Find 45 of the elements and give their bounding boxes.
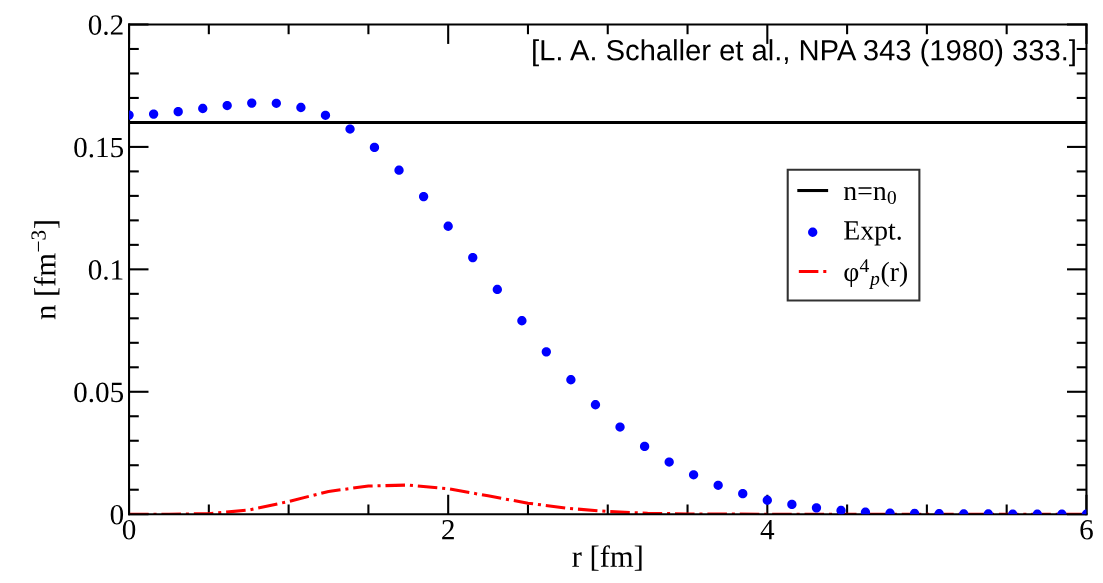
legend-label: Expt. (844, 221, 901, 246)
x-tick-label: 6 (1080, 519, 1093, 540)
point (762, 495, 772, 505)
point (394, 165, 404, 175)
x-tick-label: 2 (442, 519, 454, 540)
legend-label: φ$^{4}$$_{p}$(r) (844, 259, 907, 290)
point (517, 316, 527, 326)
y-tick-label: 0.1 (88, 260, 123, 280)
point (296, 102, 306, 113)
point (320, 110, 331, 120)
point (860, 507, 871, 515)
y-axis-title: n [fm$^{−3}$] (31, 221, 60, 320)
point (639, 441, 650, 452)
point (811, 503, 822, 513)
point (369, 142, 380, 153)
point (492, 284, 502, 295)
point (590, 400, 601, 410)
point (198, 103, 208, 114)
point (885, 508, 895, 515)
y-tick-label: 0.05 (74, 382, 124, 403)
y-tick-label: 0.15 (74, 137, 124, 158)
point (173, 107, 183, 117)
point (271, 98, 281, 108)
point (664, 457, 674, 467)
point (345, 124, 355, 134)
annotation: [L. A. Schaller et al., NPA 343 (1980) 333.] (533, 39, 1075, 67)
point (222, 100, 232, 111)
point (688, 470, 699, 480)
point (468, 252, 478, 263)
y-tick-label: 0.2 (88, 15, 123, 36)
point (713, 480, 723, 490)
point (738, 488, 748, 499)
point (418, 191, 429, 202)
point (443, 221, 453, 231)
point (148, 109, 159, 119)
point (566, 375, 576, 385)
point (247, 98, 257, 108)
legend-label: n=n$_{0}$ (843, 186, 896, 205)
point (541, 347, 551, 357)
point (836, 505, 846, 515)
x-axis-title: r [fm] (572, 545, 642, 571)
point (615, 422, 625, 432)
x-tick-label: 4 (760, 520, 775, 540)
point (787, 499, 797, 510)
y-tick-label: 0 (110, 504, 124, 525)
